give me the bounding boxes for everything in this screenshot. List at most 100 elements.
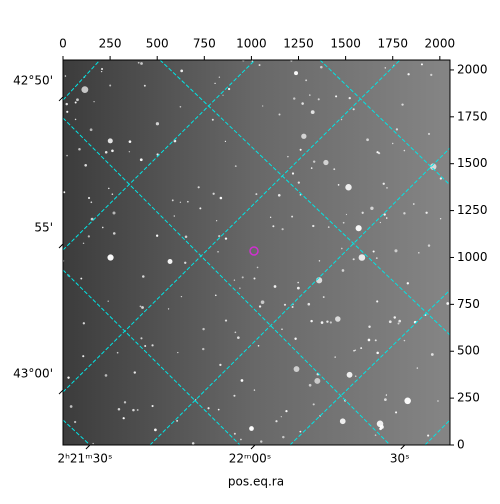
star (249, 426, 254, 431)
dec-tick (58, 96, 64, 102)
star (64, 75, 67, 77)
star (418, 252, 420, 254)
y-tick-label: 500 (457, 344, 480, 358)
star (257, 345, 260, 347)
star (299, 148, 302, 151)
dec-tick (58, 389, 64, 395)
star (293, 366, 300, 372)
star (299, 194, 302, 196)
star (430, 73, 433, 76)
star (217, 408, 220, 411)
star (275, 420, 278, 423)
star (272, 225, 275, 228)
coordinate-grid (63, 60, 450, 445)
star (385, 394, 387, 396)
star (297, 281, 299, 284)
star (385, 217, 388, 219)
star (237, 336, 240, 339)
star (384, 398, 387, 401)
star (374, 434, 377, 436)
star (269, 216, 272, 218)
star (420, 63, 423, 66)
star (345, 213, 348, 216)
star (323, 159, 329, 166)
ra-tick (85, 444, 91, 450)
star (87, 196, 91, 200)
star (366, 138, 369, 142)
star (260, 300, 265, 304)
star (123, 401, 127, 404)
star (312, 160, 316, 163)
y-tick-label: 250 (457, 391, 480, 405)
star (287, 155, 289, 158)
star (117, 408, 121, 411)
x-tick-label: 1750 (377, 37, 408, 51)
star (281, 228, 284, 231)
star (241, 276, 244, 279)
star (312, 403, 315, 406)
x-tick-label: 250 (99, 37, 122, 51)
star (340, 118, 343, 121)
star (143, 84, 146, 87)
star (310, 319, 313, 323)
star (76, 98, 79, 102)
star (398, 319, 402, 323)
star (219, 363, 222, 367)
star (401, 103, 404, 106)
sky-image (63, 60, 450, 445)
frame (62, 59, 451, 446)
star (368, 325, 371, 329)
star (107, 300, 109, 302)
star (352, 108, 355, 111)
star (239, 287, 241, 289)
star (312, 224, 315, 228)
star (63, 191, 66, 194)
star (167, 308, 170, 310)
star (258, 64, 261, 67)
star (132, 408, 135, 412)
star (393, 316, 396, 319)
star (291, 305, 294, 309)
ra-tick (400, 444, 406, 450)
star (255, 193, 258, 196)
star (233, 432, 236, 435)
star (136, 409, 139, 411)
ra-tick-label: 2ʰ21ᵐ30ˢ (57, 452, 112, 466)
star (291, 172, 295, 175)
star (227, 87, 231, 91)
star (187, 200, 189, 203)
star (137, 61, 140, 64)
star (384, 67, 387, 69)
star (394, 249, 398, 253)
stars (63, 60, 450, 445)
x-tick-label: 1000 (236, 37, 267, 51)
star (376, 351, 379, 355)
star (184, 235, 188, 239)
star (80, 277, 83, 280)
star (218, 235, 221, 238)
star (309, 94, 311, 96)
star (207, 407, 210, 410)
dec-tick-label: 55' (34, 220, 53, 234)
star (92, 442, 94, 445)
star (224, 319, 228, 322)
star (341, 269, 345, 272)
star (240, 379, 244, 382)
star (425, 211, 428, 214)
star (262, 105, 264, 107)
star (352, 258, 355, 261)
star (382, 182, 385, 185)
star (407, 73, 410, 76)
star (112, 232, 116, 235)
star (133, 371, 137, 374)
star (111, 193, 114, 195)
star (374, 339, 377, 342)
star (69, 405, 73, 408)
star (104, 374, 108, 377)
star (301, 133, 307, 139)
star (217, 251, 219, 253)
star (305, 79, 308, 82)
star (179, 201, 182, 203)
star (370, 206, 374, 211)
star (140, 62, 143, 65)
